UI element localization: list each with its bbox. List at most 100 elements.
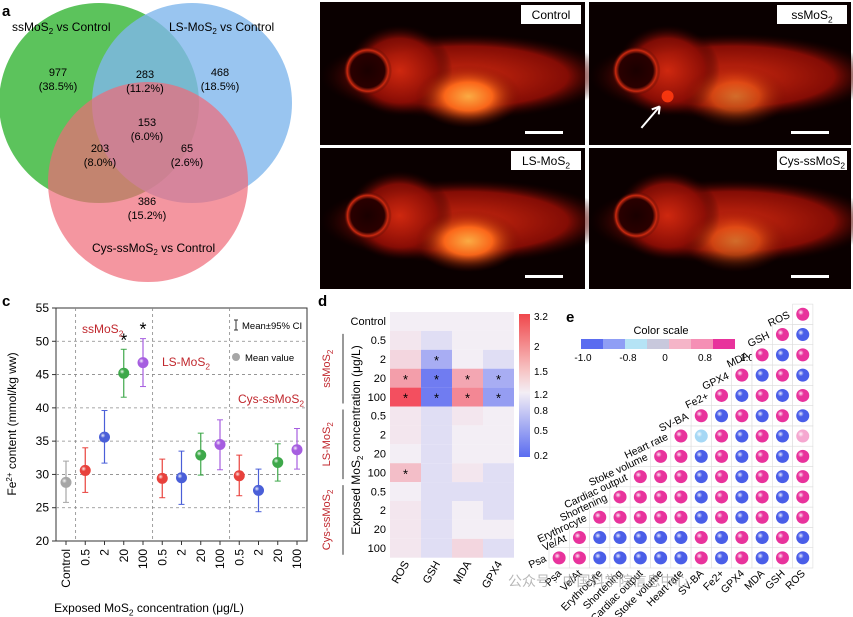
colorbar-tick: 1.5 [534, 367, 548, 378]
corr-cell [771, 405, 793, 427]
corr-cell [609, 506, 631, 528]
x-tick-label: Control [59, 549, 73, 588]
color-scale-swatch [581, 339, 603, 349]
significance-marker: * [120, 330, 127, 350]
heatmap-cell [452, 501, 483, 520]
corr-cell [792, 344, 814, 366]
color-scale-swatch [625, 339, 647, 349]
corr-cell [731, 445, 753, 467]
corr-cell [650, 486, 672, 508]
heatmap-sig: * [496, 391, 501, 406]
heatmap-cell [483, 463, 514, 483]
corr-cell [731, 547, 753, 569]
corr-cell [670, 486, 692, 508]
group-label-cys: Cys-ssMoS2 [238, 392, 304, 408]
corr-cell [690, 466, 712, 488]
heatmap-row-label: Control [351, 316, 386, 328]
corr-cell [792, 506, 814, 528]
y-tick-label: 45 [36, 368, 50, 382]
heatmap-col-label: MDA [451, 559, 474, 587]
heatmap-cell [421, 368, 452, 388]
corr-cell [792, 384, 814, 406]
heatmap-y-label: Exposed MoS2 concentration (μg/L) [349, 345, 365, 534]
corr-cell [711, 506, 733, 528]
x-tick-label: 2 [98, 549, 112, 556]
x-tick-label: 2 [175, 549, 189, 556]
heatmap-cell [483, 330, 514, 350]
venn-pct-ss_cys: (8.0%) [84, 157, 116, 169]
heatmap-row-label: 20 [374, 373, 386, 385]
corr-cell [650, 547, 672, 569]
corr-cell [629, 486, 651, 508]
color-scale-swatch [603, 339, 625, 349]
colorbar-tick: 0.5 [534, 426, 548, 437]
corr-cell [609, 547, 631, 569]
corr-cell [690, 405, 712, 427]
data-point [272, 443, 284, 482]
corr-cell [670, 506, 692, 528]
corr-cell [609, 486, 631, 508]
color-scale-swatch [713, 339, 735, 349]
corr-cell [771, 384, 793, 406]
heatmap-cell [390, 349, 421, 369]
plot-frame [55, 307, 308, 542]
x-axis-label: Exposed MoS2 concentration (μg/L) [54, 601, 244, 617]
corr-cell [711, 405, 733, 427]
heatmap-cell [483, 501, 514, 520]
corr-col-label: GSH [763, 568, 788, 593]
corr-cell [751, 466, 773, 488]
venn-diagram: ssMoS2 vs Control LS-MoS2 vs Control Cys… [0, 3, 292, 282]
heatmap-cell [452, 463, 483, 483]
heatmap-cell [421, 538, 452, 558]
corr-col-label: ROS [783, 568, 808, 593]
venn-pct-ss_only: (38.5%) [39, 81, 78, 93]
heatmap-cell [452, 349, 483, 369]
heatmap-cell [483, 349, 514, 369]
scale-bar [791, 275, 829, 278]
x-tick-label: 0.5 [232, 549, 246, 566]
heatmap-cell [390, 538, 421, 558]
corr-cell [690, 527, 712, 549]
heatmap-row-label: 100 [368, 467, 386, 479]
corr-col-label: MDA [742, 568, 767, 593]
corr-cell [751, 527, 773, 549]
venn-count-ls_only: 468 [211, 67, 229, 79]
heatmap-cell [390, 368, 421, 388]
corr-cell [731, 425, 753, 447]
corr-cell [771, 364, 793, 386]
heatmap-cell [483, 425, 514, 445]
colorbar-tick: 2 [534, 342, 540, 353]
corr-cell [589, 547, 611, 569]
heatmap-cell [421, 387, 452, 407]
heatmap-cell [452, 482, 483, 501]
corr-cell [650, 466, 672, 488]
legend-ci: Mean±95% CI [242, 321, 302, 332]
y-tick-label: 50 [36, 334, 50, 348]
corr-cell [751, 547, 773, 569]
corr-cell [629, 527, 651, 549]
corr-cell [568, 527, 590, 549]
heatmap-cell [452, 387, 483, 407]
venn-label-cys: Cys-ssMoS2 vs Control [92, 241, 215, 257]
color-scale-tick: -0.8 [619, 353, 637, 364]
heatmap-cell [421, 463, 452, 483]
fish-image-0: Control [320, 2, 612, 145]
corr-cell [609, 527, 631, 549]
corr-cell [690, 425, 712, 447]
color-scale-swatch [691, 339, 713, 349]
panel-label-a: a [2, 3, 11, 20]
data-point [291, 427, 303, 470]
corr-cell [690, 547, 712, 569]
heatmap-group-label: LS-MoS2 [321, 422, 335, 467]
heatmap-cell [421, 312, 452, 331]
corr-cell [751, 405, 773, 427]
y-tick-label: 55 [36, 301, 50, 315]
heatmap-cell [483, 406, 514, 426]
heatmap-cell [452, 312, 483, 331]
heatmap-colorbar [519, 314, 530, 457]
corr-cell [711, 466, 733, 488]
corr-cell [792, 303, 814, 325]
corr-cell [771, 506, 793, 528]
corr-cell [771, 344, 793, 366]
fish-image-2: LS-MoS2 [320, 148, 612, 289]
